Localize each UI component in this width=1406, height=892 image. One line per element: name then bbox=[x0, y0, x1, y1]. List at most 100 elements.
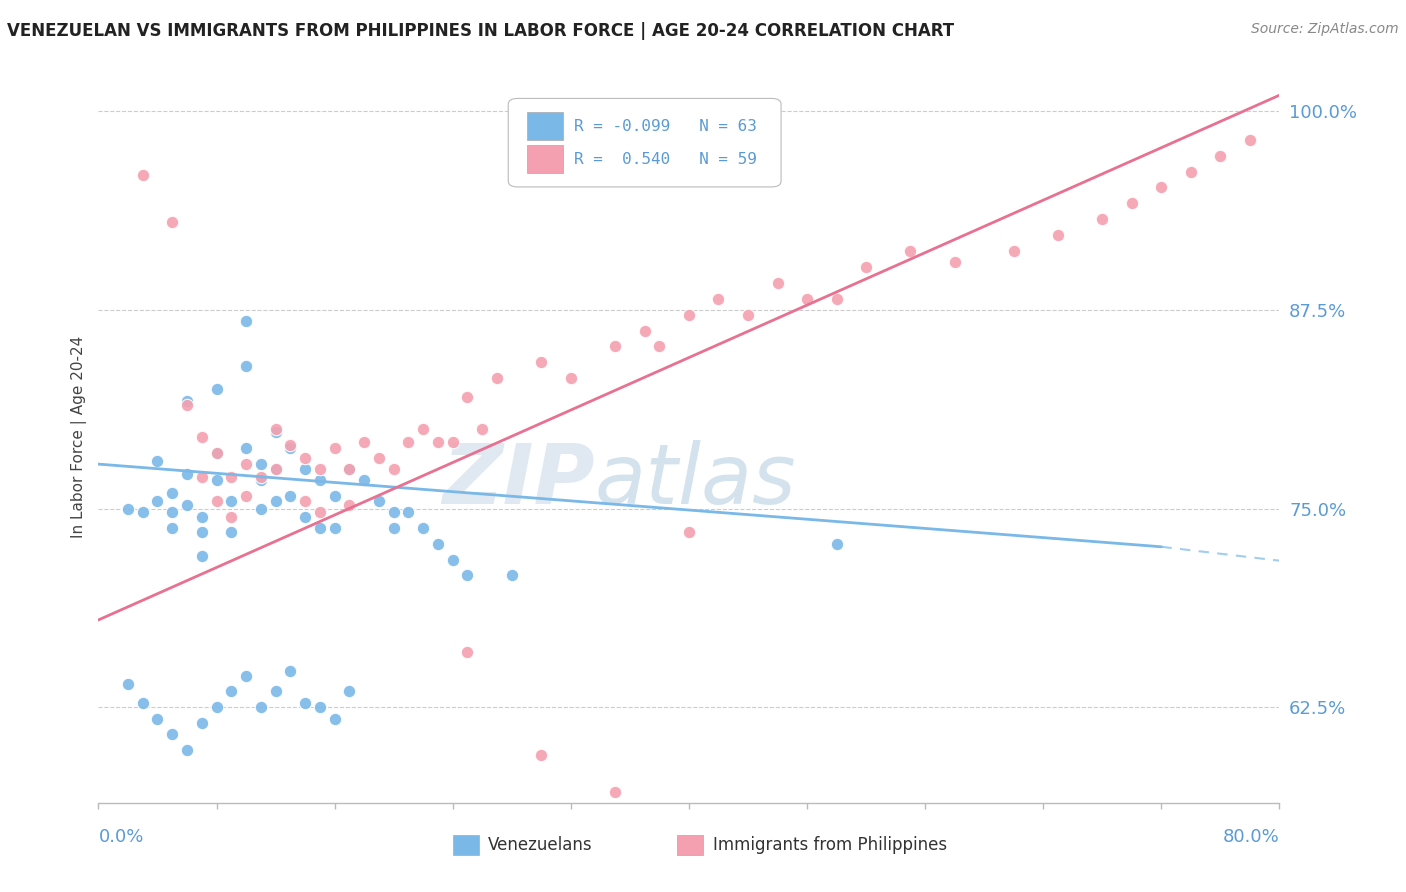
Point bbox=[323, 441, 346, 455]
Point bbox=[162, 727, 183, 741]
Point bbox=[294, 493, 316, 508]
Point bbox=[737, 308, 759, 322]
Point bbox=[412, 521, 434, 535]
Point bbox=[280, 441, 302, 455]
Point bbox=[1209, 148, 1232, 162]
Point bbox=[117, 501, 139, 516]
Point bbox=[250, 501, 273, 516]
Point bbox=[191, 509, 214, 524]
Point bbox=[191, 525, 214, 540]
Point bbox=[235, 489, 257, 503]
Point bbox=[221, 493, 243, 508]
Point bbox=[205, 446, 228, 460]
Point bbox=[382, 462, 405, 476]
Point bbox=[132, 168, 155, 182]
Point bbox=[530, 355, 553, 369]
Point bbox=[323, 489, 346, 503]
Point bbox=[309, 505, 332, 519]
Point bbox=[162, 215, 183, 229]
Point bbox=[221, 470, 243, 484]
Point bbox=[162, 521, 183, 535]
Point bbox=[368, 493, 391, 508]
FancyBboxPatch shape bbox=[508, 98, 782, 187]
Point bbox=[280, 438, 302, 452]
Point bbox=[1121, 196, 1143, 211]
Point bbox=[1002, 244, 1025, 258]
Point bbox=[486, 371, 509, 385]
Point bbox=[264, 462, 287, 476]
Point bbox=[176, 393, 198, 408]
Point bbox=[398, 434, 420, 449]
Point bbox=[323, 712, 346, 726]
Point bbox=[176, 743, 198, 757]
Point bbox=[280, 664, 302, 678]
Text: Venezuelans: Venezuelans bbox=[488, 836, 593, 855]
Point bbox=[309, 521, 332, 535]
Point bbox=[191, 549, 214, 564]
Point bbox=[309, 462, 332, 476]
Point bbox=[294, 450, 316, 465]
Point bbox=[264, 493, 287, 508]
Point bbox=[264, 422, 287, 436]
Point bbox=[1091, 212, 1114, 227]
Text: Immigrants from Philippines: Immigrants from Philippines bbox=[713, 836, 946, 855]
Point bbox=[353, 434, 375, 449]
Point bbox=[1046, 228, 1070, 243]
Point bbox=[441, 434, 464, 449]
Point bbox=[235, 457, 257, 471]
Y-axis label: In Labor Force | Age 20-24: In Labor Force | Age 20-24 bbox=[72, 336, 87, 538]
Point bbox=[560, 371, 582, 385]
Point bbox=[530, 748, 553, 763]
Point bbox=[368, 450, 391, 465]
Point bbox=[280, 489, 302, 503]
Point bbox=[501, 568, 523, 582]
Point bbox=[205, 473, 228, 487]
Point bbox=[132, 696, 155, 710]
Point bbox=[264, 425, 287, 440]
Point bbox=[205, 446, 228, 460]
Point bbox=[339, 462, 361, 476]
Point bbox=[457, 645, 479, 659]
Point bbox=[205, 700, 228, 714]
Point bbox=[382, 521, 405, 535]
Point bbox=[825, 536, 848, 550]
Text: R = -0.099   N = 63: R = -0.099 N = 63 bbox=[575, 119, 758, 134]
Text: 0.0%: 0.0% bbox=[98, 828, 143, 846]
Point bbox=[398, 505, 420, 519]
Point bbox=[339, 499, 361, 513]
Point bbox=[412, 422, 434, 436]
FancyBboxPatch shape bbox=[527, 145, 562, 173]
Point bbox=[235, 668, 257, 682]
Point bbox=[176, 398, 198, 412]
Point bbox=[146, 454, 169, 468]
Point bbox=[162, 485, 183, 500]
Point bbox=[250, 470, 273, 484]
Point bbox=[427, 434, 450, 449]
Point bbox=[339, 684, 361, 698]
Point bbox=[205, 493, 228, 508]
Point bbox=[250, 700, 273, 714]
Point bbox=[1180, 164, 1202, 178]
Point bbox=[221, 509, 243, 524]
Point bbox=[707, 292, 730, 306]
Point bbox=[235, 314, 257, 328]
Point bbox=[766, 276, 789, 290]
Text: R =  0.540   N = 59: R = 0.540 N = 59 bbox=[575, 152, 758, 167]
Point bbox=[221, 684, 243, 698]
Point bbox=[1150, 180, 1173, 194]
FancyBboxPatch shape bbox=[453, 835, 478, 855]
Point bbox=[605, 339, 627, 353]
Point bbox=[132, 505, 155, 519]
Point bbox=[825, 292, 848, 306]
Text: atlas: atlas bbox=[595, 441, 796, 522]
Point bbox=[605, 785, 627, 799]
Point bbox=[471, 422, 494, 436]
Point bbox=[339, 462, 361, 476]
Point bbox=[117, 676, 139, 690]
Point bbox=[900, 244, 922, 258]
Point bbox=[294, 509, 316, 524]
Point bbox=[309, 700, 332, 714]
Point bbox=[457, 568, 479, 582]
Point bbox=[382, 505, 405, 519]
Point bbox=[264, 462, 287, 476]
